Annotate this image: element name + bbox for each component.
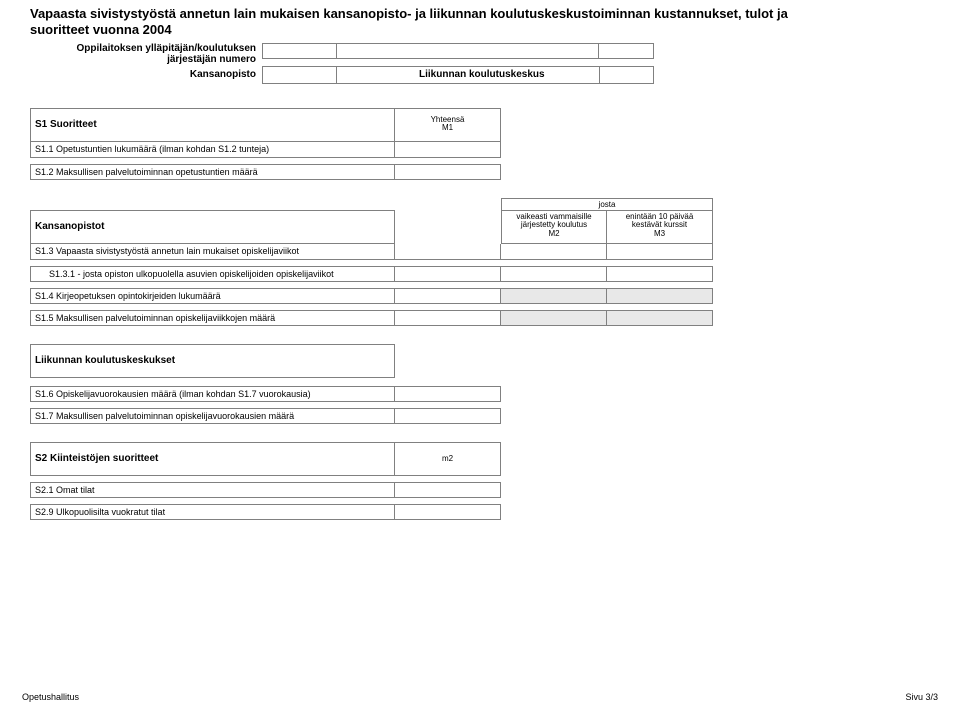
josta-label: josta [501, 198, 713, 210]
cell-s1-1-m1[interactable] [395, 142, 501, 158]
row-s2-9: S2.9 Ulkopuolisilta vuokratut tilat [30, 504, 938, 520]
row-s1-3-1: S1.3.1 - josta opiston ulkopuolella asuv… [30, 266, 938, 282]
section-kansanopistot: josta Kansanopistot vaikeasti vammaisill… [30, 198, 938, 326]
footer-left: Opetushallitus [22, 692, 79, 702]
org-number-cell-2 [337, 43, 599, 59]
label-s1-4: S1.4 Kirjeopetuksen opintokirjeiden luku… [30, 288, 395, 304]
title-line-2: suoritteet vuonna 2004 [30, 22, 172, 37]
cell-s1-6-c1[interactable] [395, 386, 501, 402]
col-header-m3: enintään 10 päivää kestävät kurssit M3 [607, 210, 713, 244]
row-s2-header: S2 Kiinteistöjen suoritteet m2 [30, 442, 938, 476]
institution-cell-mid: Liikunnan koulutuskeskus [419, 66, 599, 84]
row-kansanopistot-header: Kansanopistot vaikeasti vammaisille järj… [30, 210, 938, 244]
org-number-label: Oppilaitoksen ylläpitäjän/koulutuksen jä… [30, 43, 262, 65]
org-number-cell-3[interactable] [599, 43, 654, 59]
cell-s1-3-m2[interactable] [501, 244, 607, 260]
cell-s1-2-m1[interactable] [395, 164, 501, 180]
row-s1-7: S1.7 Maksullisen palvelutoiminnan opiske… [30, 408, 938, 424]
cell-s1-7-c1[interactable] [395, 408, 501, 424]
label-s1-5: S1.5 Maksullisen palvelutoiminnan opiske… [30, 310, 395, 326]
row-liikunnan-header: Liikunnan koulutuskeskukset [30, 344, 938, 378]
cell-s1-4-m3 [607, 288, 713, 304]
footer-right: Sivu 3/3 [905, 692, 938, 702]
row-s1-3: S1.3 Vapaasta sivistystyöstä annetun lai… [30, 244, 938, 260]
institution-label: Kansanopisto [30, 66, 262, 84]
label-s2-9: S2.9 Ulkopuolisilta vuokratut tilat [30, 504, 395, 520]
josta-header: josta [501, 198, 713, 210]
cell-s1-5-m2 [501, 310, 607, 326]
label-s1-7: S1.7 Maksullisen palvelutoiminnan opiske… [30, 408, 395, 424]
row-s1-4: S1.4 Kirjeopetuksen opintokirjeiden luku… [30, 288, 938, 304]
cell-s1-3-1-c1[interactable] [395, 266, 501, 282]
row-s1-5: S1.5 Maksullisen palvelutoiminnan opiske… [30, 310, 938, 326]
institution-row: Kansanopisto Liikunnan koulutuskeskus [30, 66, 938, 84]
row-s2-1: S2.1 Omat tilat [30, 482, 938, 498]
label-s1-2: S1.2 Maksullisen palvelutoiminnan opetus… [30, 164, 395, 180]
section-liikunnan: Liikunnan koulutuskeskukset S1.6 Opiskel… [30, 344, 938, 424]
label-s1-6: S1.6 Opiskelijavuorokausien määrä (ilman… [30, 386, 395, 402]
org-number-row: Oppilaitoksen ylläpitäjän/koulutuksen jä… [30, 43, 938, 65]
row-s1-2: S1.2 Maksullisen palvelutoiminnan opetus… [30, 164, 938, 180]
col-header-yhteensa: Yhteensä M1 [395, 108, 501, 142]
label-s1-3-1: S1.3.1 - josta opiston ulkopuolella asuv… [30, 266, 395, 282]
label-s2-1: S2.1 Omat tilat [30, 482, 395, 498]
row-s1-header: S1 Suoritteet Yhteensä M1 [30, 108, 938, 142]
cell-s1-3-m3[interactable] [607, 244, 713, 260]
org-number-cell-1[interactable] [262, 43, 337, 59]
form-page: Vapaasta sivistystyöstä annetun lain muk… [0, 0, 960, 708]
cell-s1-4-m2 [501, 288, 607, 304]
kansanopistot-heading: Kansanopistot [30, 210, 395, 244]
cell-s1-5-c1[interactable] [395, 310, 501, 326]
institution-cell-1[interactable] [262, 66, 337, 84]
spacer-col [395, 210, 501, 244]
institution-cell-gap [337, 66, 419, 84]
title-line-1: Vapaasta sivistystyöstä annetun lain muk… [30, 6, 788, 21]
section-s2: S2 Kiinteistöjen suoritteet m2 S2.1 Omat… [30, 442, 938, 520]
row-s1-6: S1.6 Opiskelijavuorokausien määrä (ilman… [30, 386, 938, 402]
liikunnan-heading: Liikunnan koulutuskeskukset [30, 344, 395, 378]
cell-s1-4-c1[interactable] [395, 288, 501, 304]
institution-cell-2[interactable] [599, 66, 654, 84]
page-title: Vapaasta sivistystyöstä annetun lain muk… [30, 6, 938, 39]
page-footer: Opetushallitus Sivu 3/3 [22, 692, 938, 702]
label-s1-1: S1.1 Opetustuntien lukumäärä (ilman kohd… [30, 142, 395, 158]
label-s1-3: S1.3 Vapaasta sivistystyöstä annetun lai… [30, 244, 395, 260]
section-s1: S1 Suoritteet Yhteensä M1 S1.1 Opetustun… [30, 108, 938, 180]
col-header-s2-m2: m2 [395, 442, 501, 476]
cell-s1-3-c1[interactable] [395, 244, 501, 260]
row-s1-1: S1.1 Opetustuntien lukumäärä (ilman kohd… [30, 142, 938, 158]
s1-heading: S1 Suoritteet [30, 108, 395, 142]
cell-s1-3-1-m3[interactable] [607, 266, 713, 282]
cell-s2-1[interactable] [395, 482, 501, 498]
col-header-m2: vaikeasti vammaisille järjestetty koulut… [501, 210, 607, 244]
cell-s1-3-1-m2[interactable] [501, 266, 607, 282]
cell-s1-5-m3 [607, 310, 713, 326]
cell-s2-9[interactable] [395, 504, 501, 520]
s2-heading: S2 Kiinteistöjen suoritteet [30, 442, 395, 476]
